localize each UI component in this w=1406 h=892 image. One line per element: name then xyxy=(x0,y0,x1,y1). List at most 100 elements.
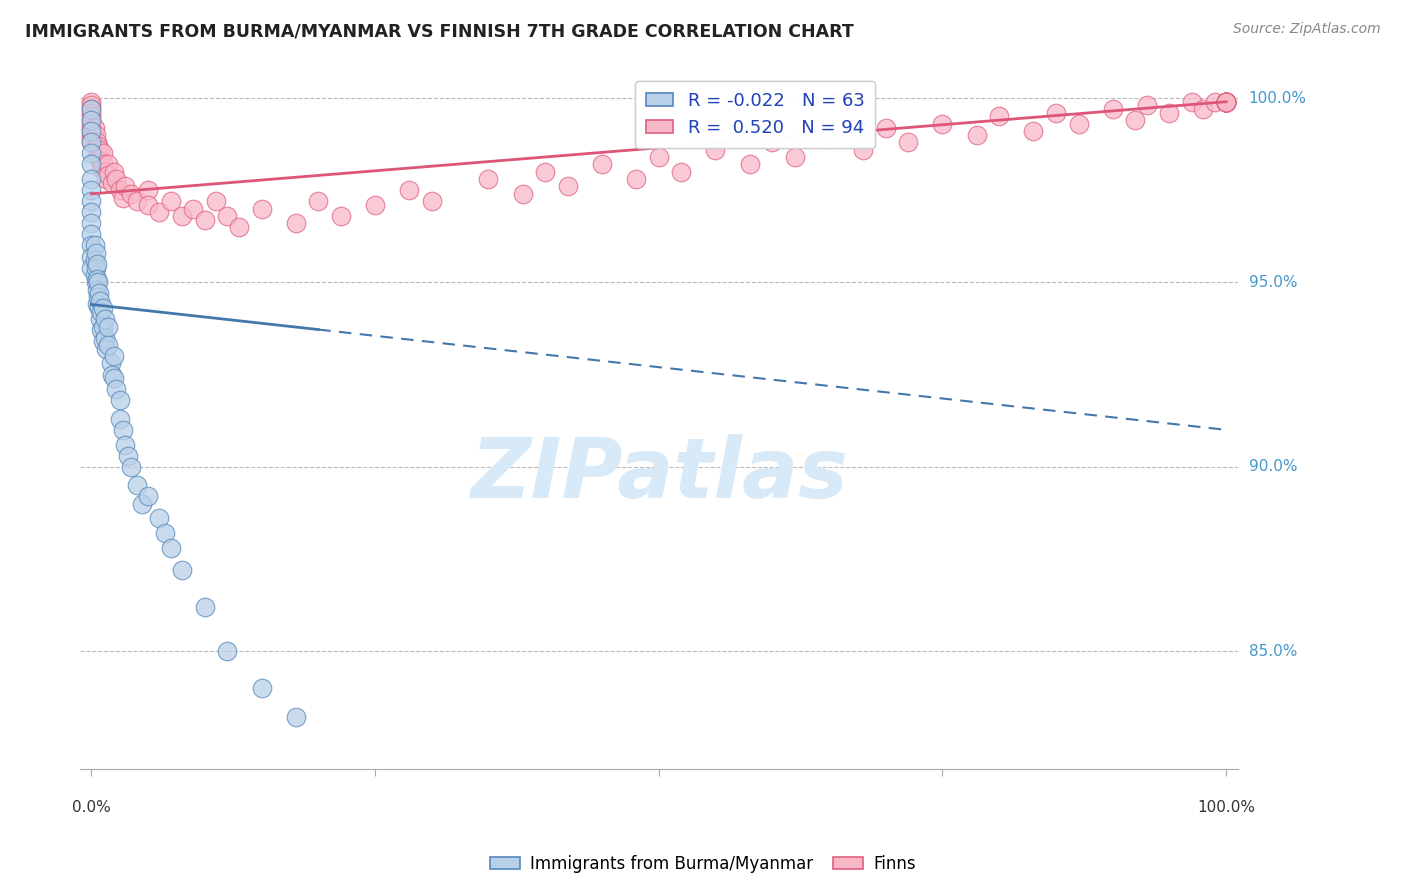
Text: ZIPatlas: ZIPatlas xyxy=(470,434,848,516)
Point xyxy=(83,253,105,268)
Point xyxy=(84,260,107,275)
Point xyxy=(80,105,103,120)
Point xyxy=(1101,102,1123,116)
Point xyxy=(117,449,139,463)
Point xyxy=(80,172,103,186)
Point xyxy=(217,209,239,223)
Point xyxy=(228,220,250,235)
Point xyxy=(108,183,131,197)
Point xyxy=(136,489,159,503)
Point xyxy=(86,135,108,149)
Point xyxy=(86,257,108,271)
Point xyxy=(534,165,557,179)
Point xyxy=(125,478,148,492)
Point xyxy=(100,356,122,370)
Point xyxy=(89,286,111,301)
Point xyxy=(120,459,142,474)
Point xyxy=(87,139,110,153)
Point xyxy=(80,124,103,138)
Point xyxy=(80,194,103,209)
Point xyxy=(80,157,103,171)
Point xyxy=(83,238,105,252)
Point xyxy=(80,216,103,230)
Point xyxy=(80,120,103,135)
Text: IMMIGRANTS FROM BURMA/MYANMAR VS FINNISH 7TH GRADE CORRELATION CHART: IMMIGRANTS FROM BURMA/MYANMAR VS FINNISH… xyxy=(25,22,853,40)
Point xyxy=(170,563,193,577)
Point xyxy=(284,216,307,230)
Point xyxy=(477,172,499,186)
Legend: R = -0.022   N = 63, R =  0.520   N = 94: R = -0.022 N = 63, R = 0.520 N = 94 xyxy=(636,81,876,148)
Point xyxy=(818,128,841,142)
Point xyxy=(80,98,103,112)
Point xyxy=(91,334,114,349)
Point xyxy=(205,194,228,209)
Point xyxy=(1181,95,1204,109)
Point xyxy=(704,143,727,157)
Text: 0.0%: 0.0% xyxy=(72,799,111,814)
Point xyxy=(89,153,111,168)
Point xyxy=(91,146,114,161)
Point xyxy=(94,172,117,186)
Point xyxy=(80,227,103,242)
Point xyxy=(91,157,114,171)
Point xyxy=(80,128,103,142)
Point xyxy=(86,271,108,285)
Point xyxy=(557,179,579,194)
Point xyxy=(1215,95,1237,109)
Text: 95.0%: 95.0% xyxy=(1249,275,1298,290)
Point xyxy=(103,371,125,385)
Point xyxy=(1125,113,1147,128)
Point xyxy=(1215,95,1237,109)
Legend: Immigrants from Burma/Myanmar, Finns: Immigrants from Burma/Myanmar, Finns xyxy=(484,848,922,880)
Point xyxy=(89,312,111,326)
Point xyxy=(217,644,239,658)
Point xyxy=(783,150,806,164)
Point xyxy=(80,117,103,131)
Point xyxy=(105,382,128,396)
Point xyxy=(103,165,125,179)
Point xyxy=(91,319,114,334)
Point xyxy=(194,212,217,227)
Point xyxy=(738,157,761,171)
Point xyxy=(80,146,103,161)
Point xyxy=(931,117,953,131)
Text: 100.0%: 100.0% xyxy=(1249,90,1306,105)
Point xyxy=(648,150,671,164)
Point xyxy=(97,157,120,171)
Point xyxy=(250,202,273,216)
Point xyxy=(988,110,1011,124)
Point xyxy=(103,349,125,363)
Text: 85.0%: 85.0% xyxy=(1249,643,1296,658)
Point xyxy=(624,172,647,186)
Point xyxy=(84,128,107,142)
Point xyxy=(284,710,307,724)
Point xyxy=(108,393,131,408)
Point xyxy=(1215,95,1237,109)
Point xyxy=(89,293,111,308)
Point xyxy=(250,681,273,695)
Point xyxy=(1215,95,1237,109)
Point xyxy=(159,541,181,555)
Point xyxy=(364,198,387,212)
Point xyxy=(1215,95,1237,109)
Text: Source: ZipAtlas.com: Source: ZipAtlas.com xyxy=(1233,22,1381,37)
Point xyxy=(114,437,136,451)
Point xyxy=(875,120,897,135)
Point xyxy=(1215,95,1237,109)
Point xyxy=(112,190,135,204)
Point xyxy=(105,172,128,186)
Point xyxy=(671,165,693,179)
Point xyxy=(83,268,105,282)
Point xyxy=(91,301,114,315)
Point xyxy=(89,150,111,164)
Point xyxy=(114,179,136,194)
Point xyxy=(966,128,988,142)
Point xyxy=(97,169,120,183)
Point xyxy=(86,146,108,161)
Point xyxy=(80,205,103,219)
Point xyxy=(89,143,111,157)
Point xyxy=(307,194,329,209)
Point xyxy=(125,194,148,209)
Point xyxy=(852,143,875,157)
Point xyxy=(1215,95,1237,109)
